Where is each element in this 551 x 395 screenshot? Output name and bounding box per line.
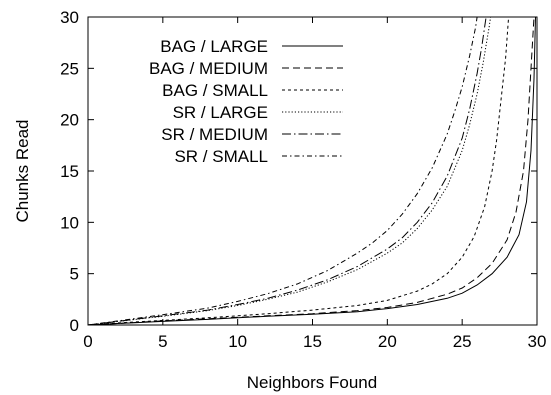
axes: 0 5 10 15 20 25 30 0 5 10 15 20 25 30 — [60, 8, 546, 351]
y-tick-label: 0 — [70, 316, 79, 335]
x-tick-label: 5 — [158, 332, 167, 351]
y-tick-label: 25 — [60, 59, 79, 78]
series-line-1 — [88, 17, 535, 325]
y-tick-label: 5 — [70, 265, 79, 284]
legend: BAG / LARGE BAG / MEDIUM BAG / SMALL SR / L… — [149, 37, 343, 166]
legend-label: BAG / MEDIUM — [149, 59, 268, 78]
x-axis-label: Neighbors Found — [247, 373, 377, 392]
y-tick-label: 20 — [60, 111, 79, 130]
legend-label: SR / SMALL — [174, 147, 268, 166]
series-line-5 — [88, 17, 478, 325]
legend-label: BAG / LARGE — [160, 37, 268, 56]
series-layer — [88, 17, 536, 325]
y-tick-label: 10 — [60, 213, 79, 232]
y-tick-label: 30 — [60, 8, 79, 27]
x-tick-label: 0 — [83, 332, 92, 351]
series-line-4 — [88, 17, 487, 325]
legend-label: BAG / SMALL — [162, 81, 268, 100]
x-tick-label: 30 — [528, 332, 547, 351]
x-tick-label: 10 — [228, 332, 247, 351]
legend-label: SR / LARGE — [173, 103, 268, 122]
series-line-2 — [88, 17, 510, 325]
series-line-0 — [88, 17, 536, 325]
y-tick-label: 15 — [60, 162, 79, 181]
x-tick-label: 25 — [453, 332, 472, 351]
y-axis-label: Chunks Read — [13, 119, 32, 222]
x-tick-label: 15 — [303, 332, 322, 351]
legend-label: SR / MEDIUM — [161, 125, 268, 144]
series-line-3 — [88, 17, 492, 325]
x-tick-label: 20 — [378, 332, 397, 351]
